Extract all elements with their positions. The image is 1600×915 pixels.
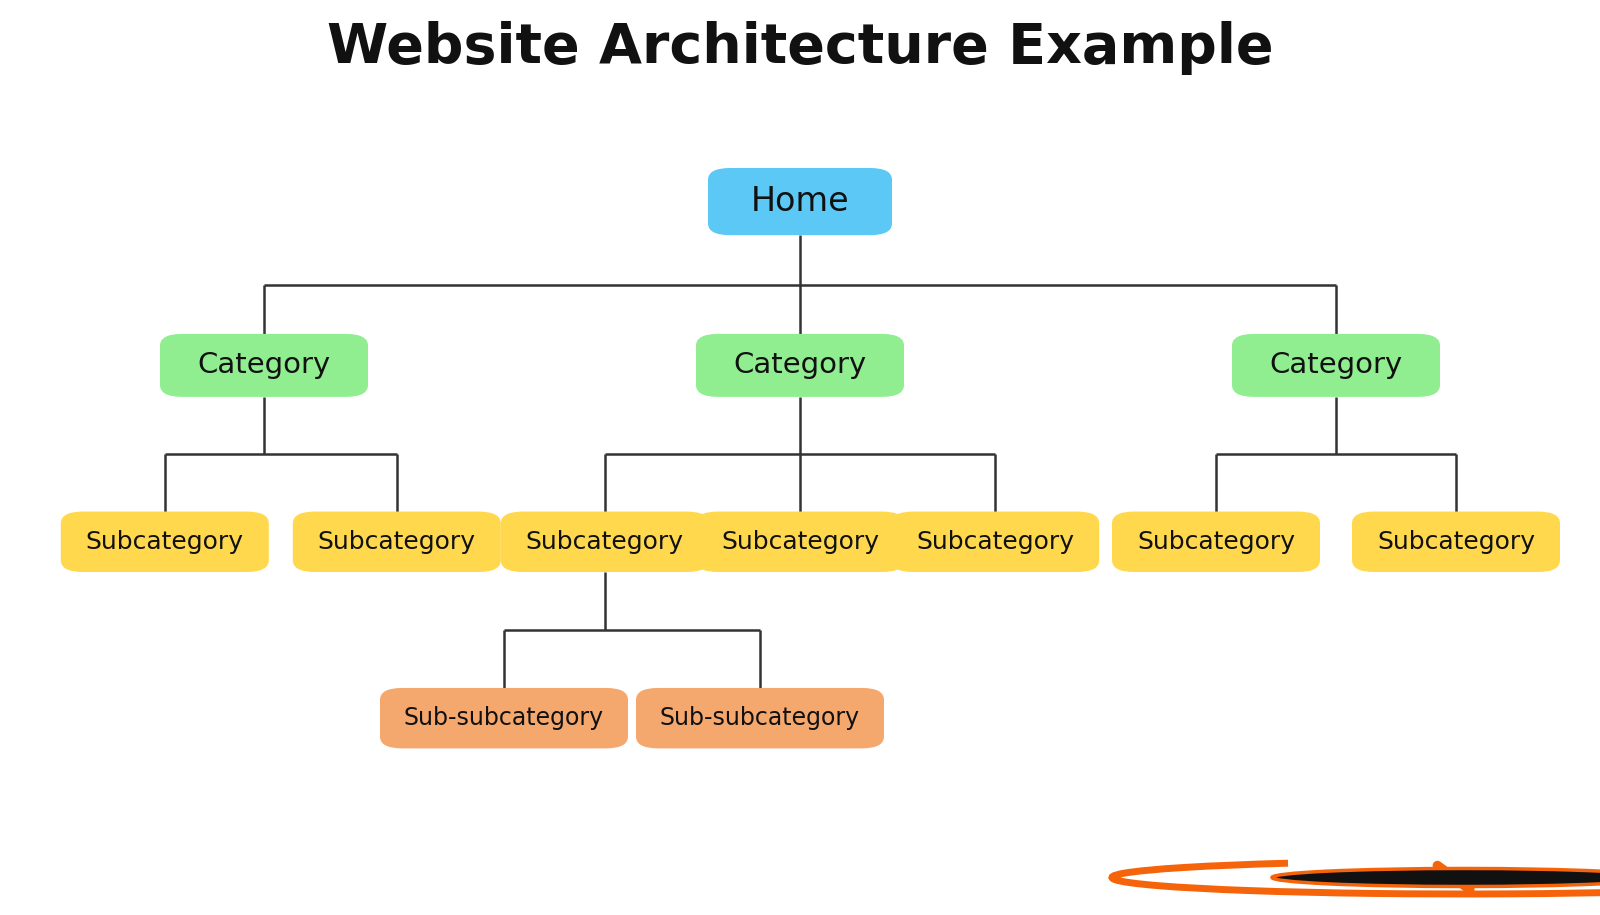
Text: Subcategory: Subcategory [318,530,475,554]
Text: SEMRUSH: SEMRUSH [1424,866,1555,889]
Text: Subcategory: Subcategory [526,530,683,554]
FancyBboxPatch shape [61,511,269,572]
Text: Subcategory: Subcategory [1138,530,1294,554]
Text: Subcategory: Subcategory [1378,530,1534,554]
Text: Category: Category [1269,351,1403,380]
FancyBboxPatch shape [160,334,368,397]
FancyBboxPatch shape [1112,511,1320,572]
FancyBboxPatch shape [1352,511,1560,572]
FancyBboxPatch shape [293,511,501,572]
Text: semrush.com: semrush.com [35,868,147,887]
FancyBboxPatch shape [707,168,893,235]
FancyBboxPatch shape [696,511,904,572]
Text: Sub-subcategory: Sub-subcategory [403,706,605,730]
FancyBboxPatch shape [1232,334,1440,397]
FancyBboxPatch shape [637,688,883,748]
Text: Subcategory: Subcategory [722,530,878,554]
FancyArrowPatch shape [1437,866,1470,889]
FancyBboxPatch shape [381,688,627,748]
FancyBboxPatch shape [891,511,1099,572]
Text: Category: Category [197,351,331,380]
Text: Subcategory: Subcategory [917,530,1074,554]
Text: Website Architecture Example: Website Architecture Example [326,21,1274,75]
FancyBboxPatch shape [696,334,904,397]
FancyBboxPatch shape [501,511,709,572]
Text: Subcategory: Subcategory [86,530,243,554]
Circle shape [1272,868,1600,887]
Text: Home: Home [750,185,850,218]
Text: Category: Category [733,351,867,380]
Text: Sub-subcategory: Sub-subcategory [659,706,861,730]
